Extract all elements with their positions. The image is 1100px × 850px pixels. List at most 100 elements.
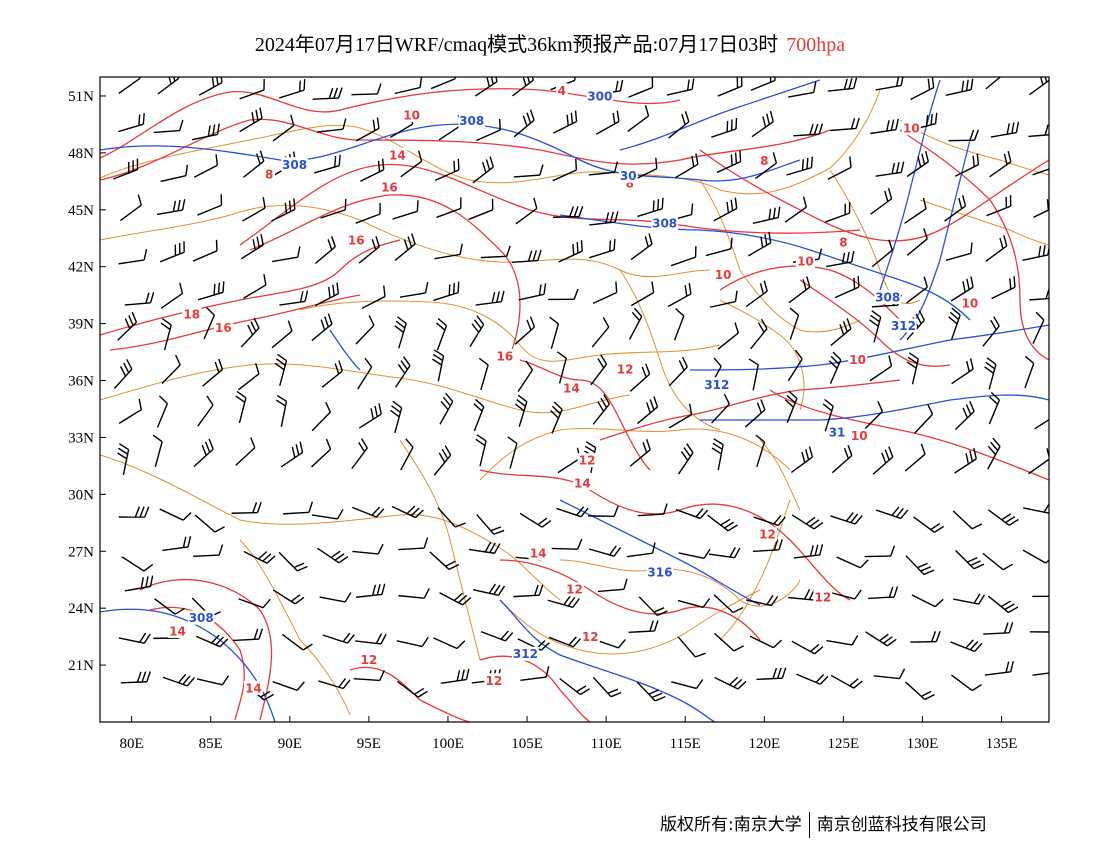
wind-barb [520,666,550,682]
wind-barb [987,437,1001,470]
wind-barb [317,118,347,133]
wind-barb [159,241,185,263]
wind-barb [162,673,195,687]
wind-barb [191,123,220,141]
wind-barb [203,306,215,340]
temperature-contour-label-bg [561,381,581,396]
wind-barb [637,396,659,425]
wind-barb [1028,124,1049,138]
wind-barb [392,200,419,220]
wind-barb [905,681,935,701]
height-contour-label: 30 [620,169,637,183]
temperature-contour-label: 12 [617,363,634,377]
wind-barb [438,114,462,141]
wind-barb [311,313,333,342]
wind-barb [1023,502,1049,514]
wind-barb [153,119,184,134]
temperature-contour-label-bg [713,267,733,282]
wind-barb [557,447,581,474]
wind-barb [475,77,498,97]
lat-tick-label: 51N [68,89,94,105]
wind-barb [319,592,352,603]
wind-barb [436,197,462,219]
height-contours [100,79,1049,722]
wind-barb [480,630,514,642]
wind-barb [280,441,304,468]
wind-barb [751,110,774,138]
wind-barb [271,198,296,222]
wind-barb [677,598,711,609]
wind-barb [398,588,430,599]
wind-barb [272,246,301,263]
wind-barb [1029,288,1049,301]
wind-barb [429,551,460,571]
temperature-contour-label-bg [263,166,275,181]
lat-tick-label: 36N [68,374,94,390]
height-contour-label: 316 [647,566,672,580]
temperature-contour-label-bg [624,176,636,191]
wind-barb [948,307,961,340]
temperature-contour-label-bg [757,527,777,542]
latitude-axis: 51N 48N 45N 42N 39N 36N 33N 30N 27N 24N 21N [68,89,106,674]
wind-barb [433,281,460,302]
height-contour-label-bg [458,113,485,128]
wind-barb [793,544,824,559]
wind-barb [627,105,650,133]
temperature-contour-label: 4 [558,84,566,98]
lat-tick-label: 48N [68,146,94,162]
wind-barb [987,595,1019,614]
lat-tick-label: 33N [68,430,94,446]
wind-barb [118,632,151,644]
temperature-contour-label-bg [387,147,407,162]
wind-barb [549,316,560,349]
wind-barb [278,551,308,572]
wind-barb [829,589,862,600]
wind-barb [869,355,893,382]
height-contour-label: 308 [189,611,214,625]
temperature-contour-label-bg [837,235,850,250]
wind-barb [638,596,668,617]
wind-barb [985,77,1002,90]
wind-barb [507,436,518,469]
wind-barb [124,575,154,592]
wind-barb [628,307,643,340]
wind-barb [951,358,974,385]
wind-barb [748,231,772,257]
pressure-level: 700hpa [786,34,846,56]
wind-barb [714,676,747,690]
wind-barb [118,398,142,424]
wind-barb [1028,447,1049,475]
wind-barb [668,111,690,139]
wind-barb [588,505,619,518]
temperature-contour-label: 8 [626,177,634,191]
wind-barb [824,202,851,223]
temperature-contour-label: 10 [851,429,868,443]
temperature-contour-label: 12 [566,583,583,597]
map-frame [99,76,1050,723]
wind-barb [906,352,920,385]
wind-barb [589,238,616,259]
wind-barb [162,536,192,552]
wind-barb [281,633,313,651]
wind-barb [945,242,973,261]
temperature-contour-label-bg [960,295,980,310]
wind-barb [954,153,980,177]
wind-barb [240,234,264,260]
wind-barb [1032,311,1045,344]
wind-barb [475,290,505,306]
temperature-contour-label-bg [580,629,600,644]
lon-tick-label: 85E [199,736,223,752]
wind-barb [875,506,909,520]
wind-barb [953,593,986,605]
temperature-contours [100,88,1049,722]
wind-barb [469,315,485,348]
temperature-contour-label: 12 [485,674,502,688]
height-contour-label: 308 [875,291,900,305]
temperature-contour-label-bg [577,453,597,468]
lat-tick-label: 45N [68,203,94,219]
wind-barb [988,391,1001,425]
temperature-contour-label-bg [849,428,869,443]
lat-tick-label: 24N [68,601,94,617]
height-contour-label: 31 [829,425,846,439]
wind-barb [195,634,229,648]
